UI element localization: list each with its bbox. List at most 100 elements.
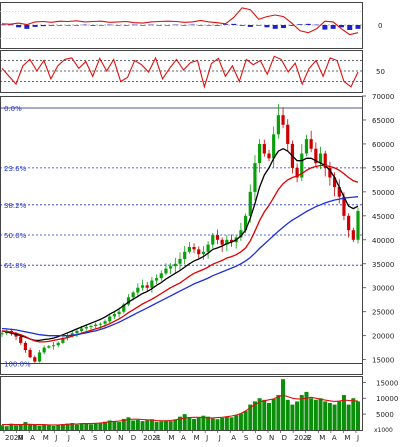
price-candle-body bbox=[56, 342, 60, 346]
macd-histogram-bar bbox=[280, 25, 286, 29]
volume-panel-frame bbox=[0, 376, 363, 431]
time-axis-label: J bbox=[205, 434, 208, 442]
price-candle-body bbox=[61, 338, 65, 343]
macd-histogram-bar bbox=[305, 23, 311, 25]
volume-bar bbox=[9, 423, 14, 430]
macd-histogram-bar bbox=[214, 25, 220, 26]
price-candle-body bbox=[243, 215, 248, 231]
macd-histogram-bar bbox=[231, 23, 237, 25]
volume-bar bbox=[60, 424, 65, 430]
time-axis-label: 2020 bbox=[5, 434, 23, 442]
price-tick-label: 15000 bbox=[372, 357, 394, 365]
macd-histogram-bar bbox=[156, 25, 162, 26]
volume-bar bbox=[56, 424, 61, 430]
fibonacci-level-label: 50.0% bbox=[4, 232, 27, 240]
time-axis-label: F bbox=[156, 434, 160, 442]
macd-histogram-bar bbox=[98, 25, 104, 26]
time-axis-label: M bbox=[168, 434, 174, 442]
volume-bar bbox=[173, 419, 178, 430]
macd-histogram-bar bbox=[206, 25, 212, 26]
price-candle-body bbox=[262, 143, 266, 154]
macd-histogram-bar bbox=[239, 25, 245, 26]
time-axis-label: M bbox=[18, 434, 24, 442]
price-tick-label: 35000 bbox=[372, 261, 394, 269]
volume-bar bbox=[42, 424, 47, 430]
volume-bar bbox=[4, 426, 9, 430]
price-candle-body bbox=[154, 278, 159, 281]
price-candle-body bbox=[318, 153, 323, 164]
price-candle-body bbox=[206, 244, 210, 252]
volume-bar bbox=[327, 403, 332, 430]
volume-bar bbox=[74, 424, 79, 430]
volume-bar bbox=[79, 423, 84, 430]
price-tick-label: 45000 bbox=[372, 213, 394, 221]
price-candle-body bbox=[295, 167, 299, 178]
price-candle-body bbox=[23, 342, 28, 351]
price-candle-body bbox=[117, 311, 121, 315]
price-tick-label: 55000 bbox=[372, 165, 394, 173]
time-axis-label: F bbox=[307, 434, 311, 442]
macd-histogram-bar bbox=[173, 24, 179, 26]
macd-histogram-bar bbox=[223, 24, 229, 25]
price-candle-body bbox=[272, 134, 276, 159]
price-tick-label: 40000 bbox=[372, 237, 394, 245]
macd-histogram-bar bbox=[82, 24, 88, 26]
volume-tick-label: 10000 bbox=[376, 395, 398, 403]
moving-average-slow-line bbox=[1, 196, 359, 337]
volume-bar bbox=[323, 401, 328, 430]
volume-bar bbox=[145, 420, 150, 430]
price-candle-body bbox=[89, 326, 93, 328]
time-axis-label: 2021 bbox=[143, 434, 161, 442]
volume-bar bbox=[215, 419, 220, 430]
price-candle-body bbox=[356, 211, 360, 240]
time-axis-label: M bbox=[194, 434, 200, 442]
time-axis-label: M bbox=[319, 434, 325, 442]
price-candle-body bbox=[281, 115, 285, 125]
price-candle-body bbox=[286, 124, 290, 144]
volume-bar bbox=[32, 424, 37, 430]
price-candle-body bbox=[276, 115, 280, 135]
price-candle-body bbox=[248, 191, 252, 216]
price-candle-body bbox=[80, 328, 84, 331]
volume-bar bbox=[309, 398, 314, 430]
macd-tick-label: 0 bbox=[378, 22, 382, 30]
macd-histogram-bar bbox=[16, 25, 22, 28]
volume-bar bbox=[337, 401, 342, 430]
time-axis-label: J bbox=[54, 434, 57, 442]
macd-histogram-bar bbox=[49, 25, 55, 26]
fibonacci-level-label: 38.2% bbox=[4, 202, 27, 210]
volume-bar bbox=[28, 424, 33, 430]
macd-histogram-bar bbox=[330, 25, 336, 29]
price-candle-body bbox=[169, 266, 173, 269]
volume-tick-label: 15000 bbox=[376, 379, 398, 387]
fibonacci-level-label: 23.6% bbox=[4, 165, 27, 173]
volume-bar bbox=[187, 417, 192, 430]
volume-bar bbox=[182, 414, 187, 430]
macd-histogram-bar bbox=[165, 25, 171, 26]
volume-bar bbox=[341, 395, 346, 430]
volume-bar bbox=[234, 415, 239, 430]
oscillator-tick-label: 50 bbox=[376, 68, 385, 76]
macd-histogram-bar bbox=[131, 24, 137, 26]
volume-bar bbox=[271, 398, 276, 430]
moving-average-fast-line bbox=[1, 147, 359, 342]
volume-bar bbox=[159, 421, 164, 430]
volume-bar bbox=[65, 423, 70, 430]
volume-bar bbox=[0, 425, 4, 430]
price-candle-body bbox=[51, 345, 56, 347]
volume-bar bbox=[290, 404, 295, 430]
volume-bar bbox=[257, 398, 262, 430]
volume-bar bbox=[220, 417, 225, 430]
macd-histogram-bar bbox=[355, 25, 361, 29]
volume-bar bbox=[229, 417, 234, 430]
price-panel-frame bbox=[0, 96, 363, 375]
volume-bar bbox=[351, 398, 356, 430]
volume-bar bbox=[304, 391, 309, 430]
price-tick-label: 65000 bbox=[372, 117, 394, 125]
macd-histogram-bar bbox=[338, 25, 344, 28]
price-candle-body bbox=[183, 251, 187, 259]
price-candle-body bbox=[28, 350, 32, 358]
price-candle-body bbox=[140, 285, 145, 288]
macd-histogram-bar bbox=[247, 25, 253, 27]
